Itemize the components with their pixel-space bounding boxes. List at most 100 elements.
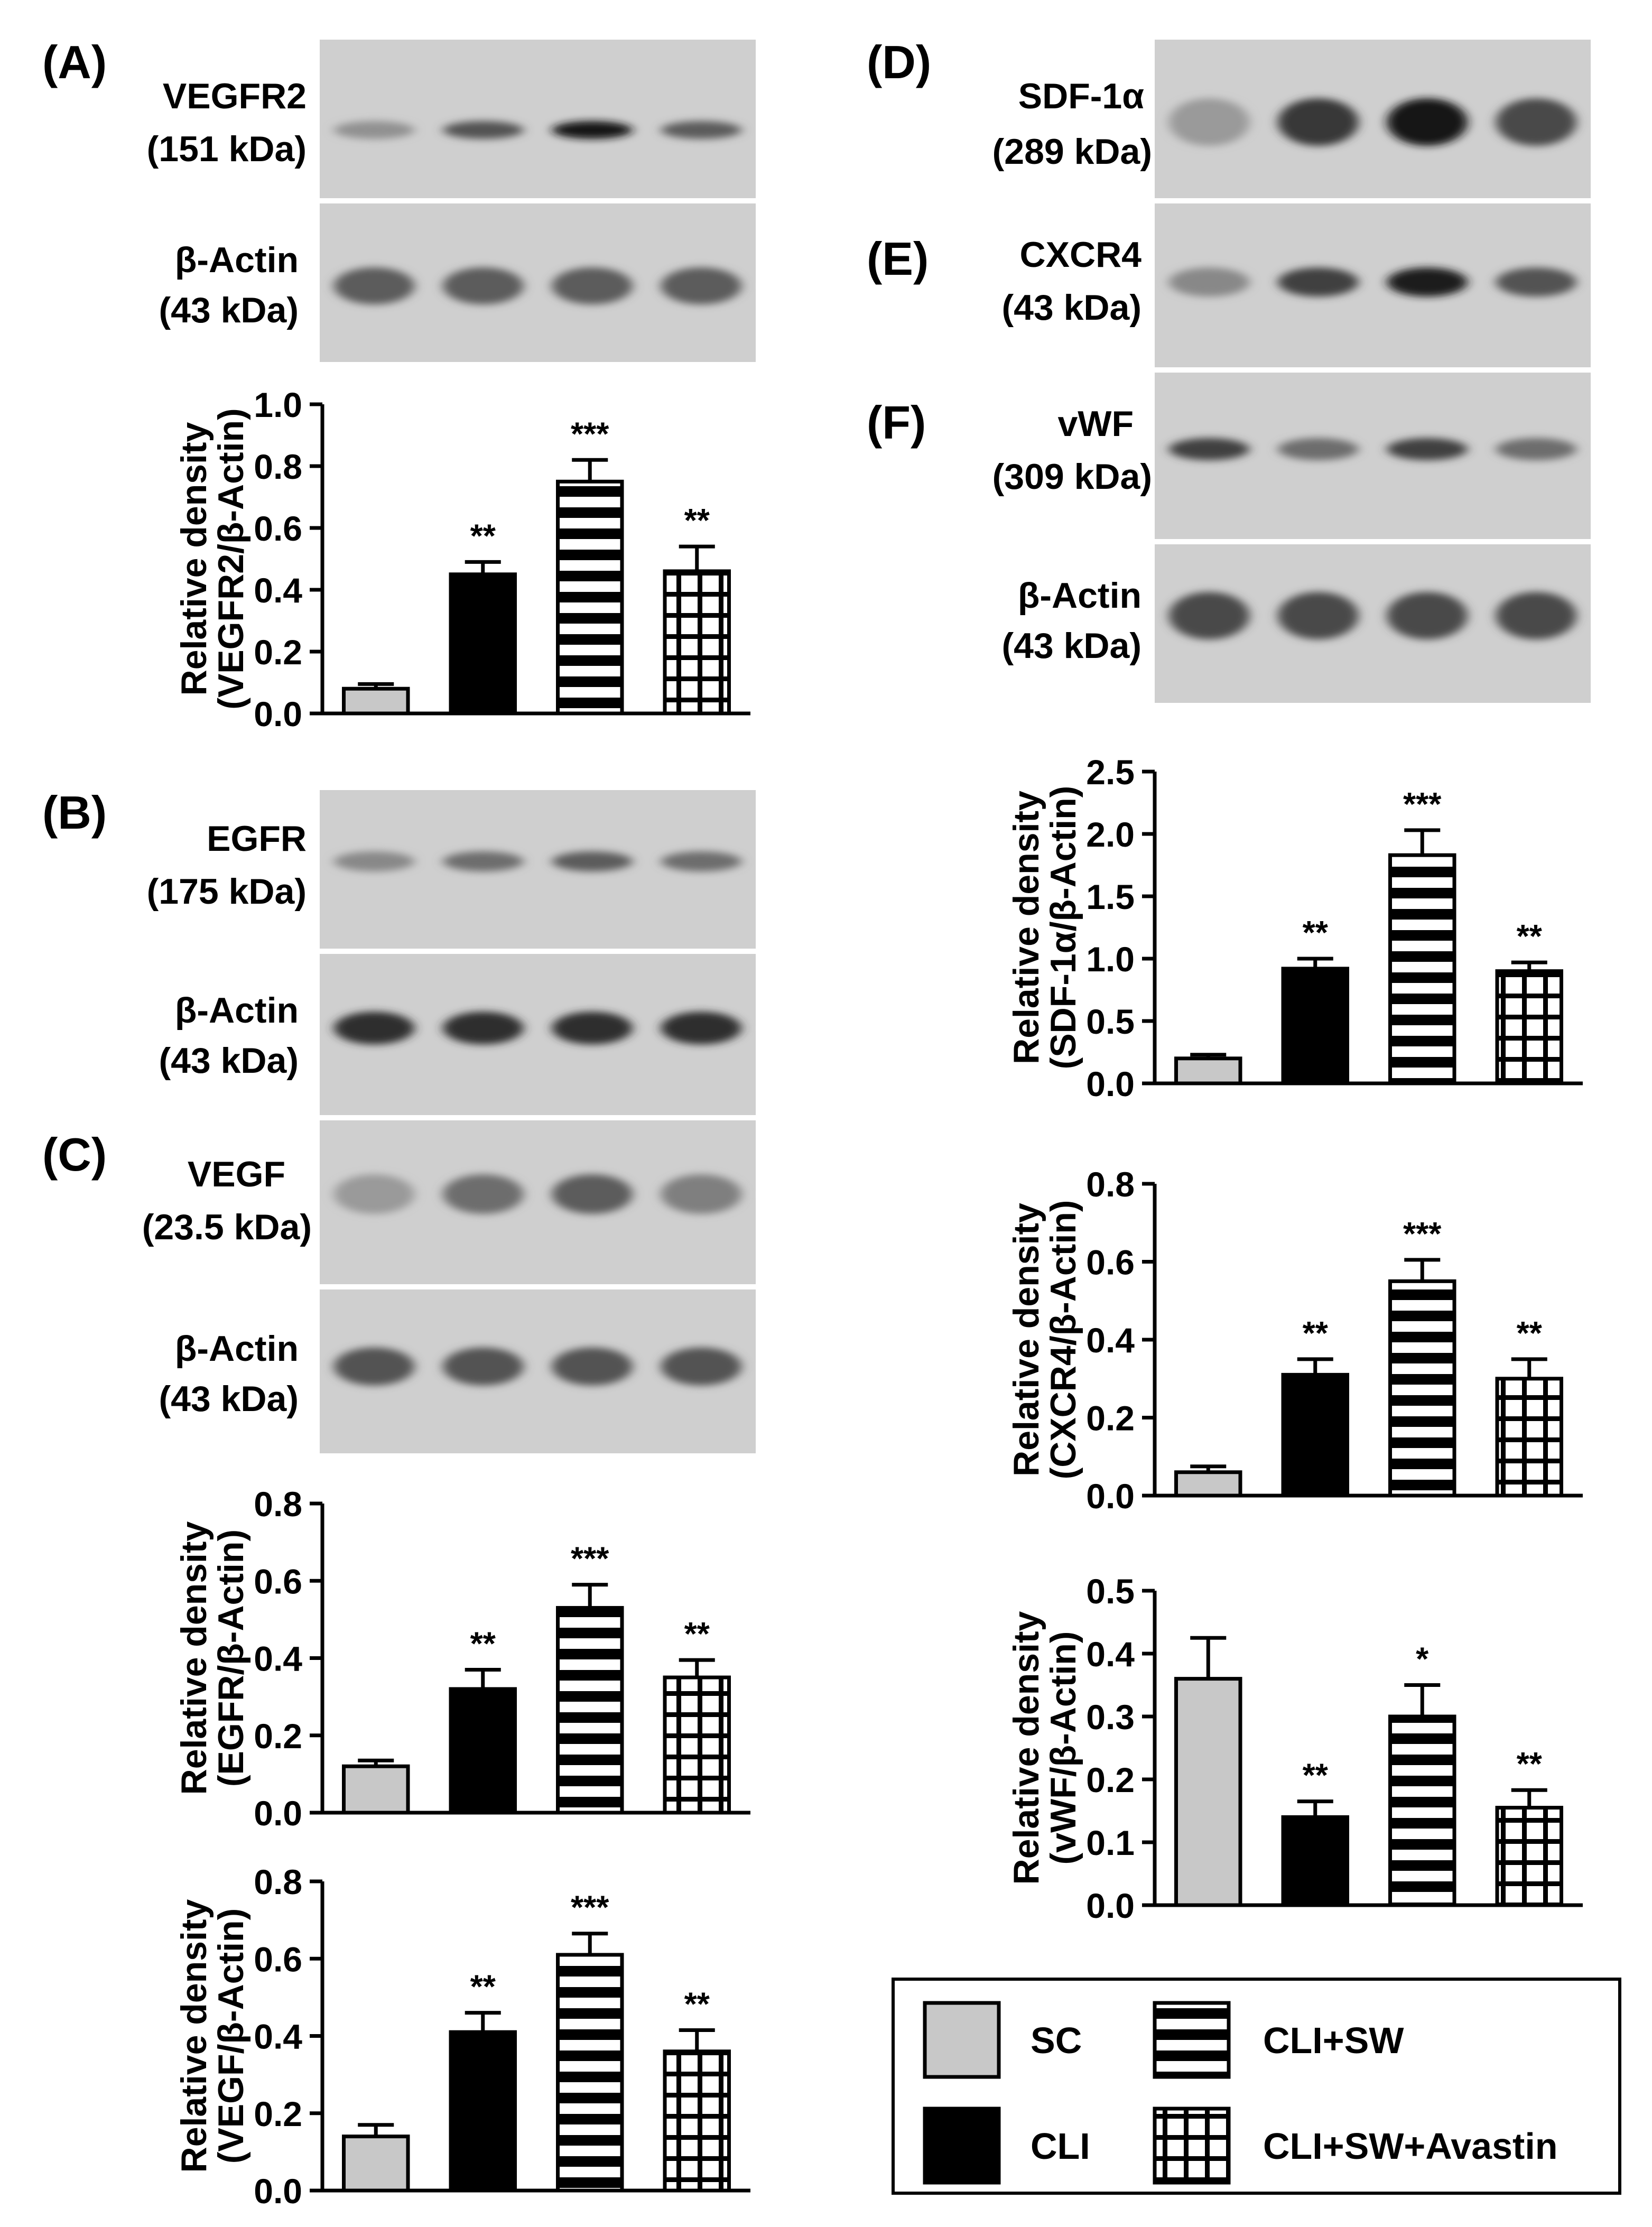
bar-sc: [342, 686, 410, 716]
y-axis-label-line2: (VEGF/β-Actin): [211, 1908, 251, 2164]
y-axis-label-line2: (CXCR4/β-Actin): [1043, 1200, 1083, 1480]
blot-label-name: CXCR4: [1020, 235, 1142, 275]
bar-cli-sw: [1388, 853, 1456, 1085]
significance-marker: ***: [571, 416, 609, 452]
y-tick-label: 0.0: [254, 694, 302, 734]
blot-label-kda: (289 kDa): [992, 132, 1152, 172]
blot-band-lane-2: [1278, 98, 1359, 146]
blot-label-name: β-Actin: [175, 990, 299, 1031]
bar-sc: [1174, 1056, 1242, 1085]
y-tick-label: 0.8: [254, 447, 302, 486]
blot-band-lane-4: [1496, 592, 1577, 639]
sdf1a-bar-chart: 0.0 0.5 1.0 1.5 2.0 2.5 Relative density(SDF-1…: [1006, 753, 1583, 1103]
blot-band-lane-1: [1168, 98, 1250, 146]
blot-band-lane-1: [1168, 438, 1250, 460]
bar-sc: [342, 1764, 410, 1815]
y-axis-label-line2: (SDF-1α/β-Actin): [1043, 786, 1083, 1070]
vegfr2-bar-chart: 0.0 0.2 0.4 0.6 0.8 1.0 Relative density(VEGFR…: [174, 385, 750, 734]
y-tick-label: 0.6: [254, 1940, 302, 1979]
legend-label-cli: CLI: [1031, 2126, 1090, 2167]
y-tick-label: 0.0: [1086, 1477, 1135, 1516]
blot-actin-b: β-Actin (43 kDa): [159, 954, 756, 1115]
blot-band-lane-3: [552, 267, 633, 304]
significance-marker: **: [1303, 915, 1329, 951]
blot-label-kda: (175 kDa): [147, 871, 307, 912]
bar-cli: [1281, 1372, 1349, 1498]
blot-band-lane-1: [1168, 267, 1250, 297]
bar-cli-sw: [556, 1953, 624, 2193]
y-tick-label: 0.1: [1086, 1823, 1135, 1862]
blot-band-lane-4: [1496, 267, 1577, 297]
blot-label-name: vWF: [1057, 404, 1134, 444]
y-axis-label-line1: Relative density: [174, 1521, 214, 1795]
blot-actin-c: β-Actin (43 kDa): [159, 1289, 756, 1453]
blot-band-lane-2: [443, 1174, 524, 1214]
y-tick-label: 0.8: [1086, 1165, 1135, 1204]
y-axis-label-line1: Relative density: [1006, 1611, 1046, 1885]
bar-cli-sw-avastin: [1495, 969, 1563, 1085]
y-axis-label-line2: (VEGFR2/β-Actin): [211, 408, 251, 709]
y-tick-label: 1.0: [254, 385, 302, 424]
y-axis-label-line1: Relative density: [1006, 1203, 1046, 1477]
egfr-bar-chart: 0.0 0.2 0.4 0.6 0.8 Relative density(EGFR/β-A…: [174, 1484, 750, 1833]
bar-cli: [449, 2030, 517, 2193]
blot-label-kda: (309 kDa): [992, 457, 1152, 497]
blot-band-lane-1: [333, 1347, 415, 1386]
blot-band-lane-1: [333, 1174, 415, 1214]
significance-marker: **: [470, 518, 496, 554]
blot-label-name: β-Actin: [175, 240, 299, 280]
blot-band-lane-3: [1387, 267, 1468, 297]
blot-band-lane-3: [552, 1347, 633, 1386]
y-tick-label: 0.4: [254, 2017, 302, 2056]
blot-band-lane-2: [1278, 438, 1359, 460]
y-tick-label: 0.5: [1086, 1002, 1135, 1041]
blot-label-name: SDF-1α: [1018, 76, 1144, 116]
blot-band-lane-2: [443, 267, 524, 304]
blot-band-lane-1: [333, 851, 415, 871]
y-tick-label: 0.6: [254, 509, 302, 548]
blot-band-lane-2: [443, 1347, 524, 1386]
blot-label-kda: (43 kDa): [159, 1041, 299, 1081]
y-tick-label: 0.0: [1086, 1886, 1135, 1925]
blot-band-lane-1: [1168, 592, 1250, 639]
blot-band-lane-2: [1278, 592, 1359, 639]
blot-membrane: [320, 40, 756, 198]
significance-marker: **: [1517, 1746, 1543, 1783]
significance-marker: *: [1416, 1641, 1429, 1678]
blot-band-lane-3: [552, 1174, 633, 1214]
blot-band-lane-4: [661, 851, 742, 871]
y-tick-label: 2.5: [1086, 753, 1135, 792]
y-tick-label: 0.6: [254, 1562, 302, 1601]
legend-swatch-cli-sw-avastin: [1153, 2107, 1231, 2185]
blot-band-lane-3: [1387, 438, 1468, 460]
y-tick-label: 0.4: [254, 1639, 302, 1678]
blot-band-lane-2: [443, 121, 524, 139]
significance-marker: **: [1303, 1758, 1329, 1794]
y-tick-label: 0.3: [1086, 1697, 1135, 1737]
panel-letter-e: (E): [867, 233, 929, 285]
bar-cli-sw-avastin: [1495, 1806, 1563, 1907]
blot-label-kda: (151 kDa): [147, 129, 307, 169]
vegf-bar-chart: 0.0 0.2 0.4 0.6 0.8 Relative density(VEGF/β-A…: [174, 1862, 750, 2211]
significance-marker: **: [1303, 1315, 1329, 1352]
significance-marker: ***: [1403, 1216, 1442, 1252]
bar-cli-sw-avastin: [1495, 1377, 1563, 1498]
cxcr4-bar-chart: 0.0 0.2 0.4 0.6 0.8 Relative density(CXCR4/β-…: [1006, 1165, 1583, 1516]
blot-band-lane-4: [1496, 98, 1577, 146]
y-tick-label: 0.2: [254, 1716, 302, 1756]
y-tick-label: 0.4: [254, 571, 302, 610]
legend-frame: [892, 1978, 1621, 2195]
y-tick-label: 0.0: [254, 1794, 302, 1833]
legend: SC CLI+SW CLI CLI+SW+Avastin: [892, 1978, 1621, 2195]
blot-band-lane-3: [1387, 592, 1468, 639]
blot-label-name: VEGFR2: [163, 76, 307, 116]
blot-vegf: VEGF (23.5 kDa): [142, 1120, 756, 1284]
y-axis-label-line1: Relative density: [174, 422, 214, 695]
blot-label-name: β-Actin: [1018, 576, 1141, 616]
blot-band-lane-1: [333, 267, 415, 304]
y-tick-label: 0.4: [1086, 1321, 1135, 1360]
bar-cli: [1281, 1815, 1349, 1907]
blot-band-lane-2: [1278, 267, 1359, 297]
panel-letter-b: (B): [42, 786, 107, 839]
bar-cli: [449, 1687, 517, 1815]
